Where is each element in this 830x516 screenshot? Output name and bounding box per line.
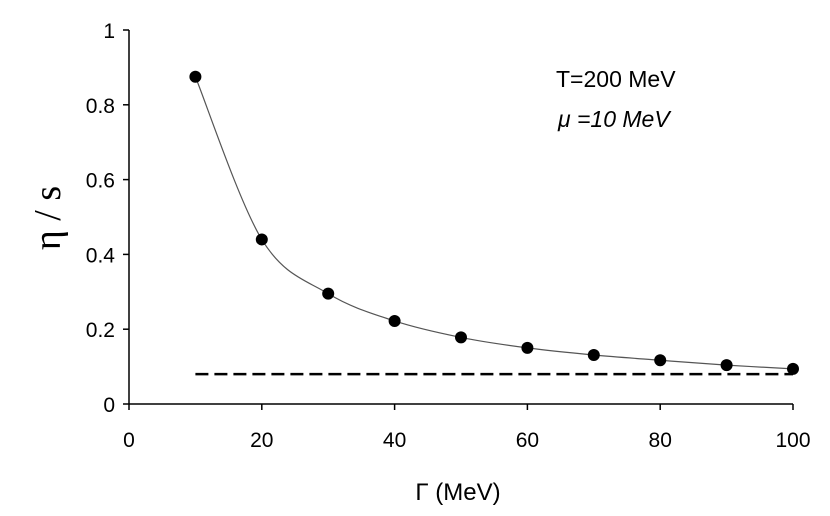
series-layer [189, 70, 799, 376]
y-tick-label: 0 [103, 394, 115, 417]
data-point [455, 331, 467, 344]
x-axis-title: Γ (MeV) [415, 479, 500, 506]
ticks: 0 20 40 60 80 100 0 0.2 0.4 0.6 0.8 1 [86, 20, 811, 452]
y-tick-label: 0.6 [86, 170, 115, 193]
data-point [521, 341, 534, 354]
annotation-temperature: T=200 MeV [556, 66, 676, 92]
y-tick-label: 0.8 [86, 95, 115, 118]
y-tick-label: 1 [103, 20, 115, 43]
data-point [388, 314, 401, 327]
data-point [255, 233, 268, 246]
data-point [654, 354, 667, 367]
x-tick-label: 40 [383, 429, 406, 452]
x-tick-label: 100 [775, 429, 810, 452]
fit-curve [194, 76, 794, 370]
y-tick-label: 0.2 [86, 319, 115, 342]
plot-area [128, 30, 793, 405]
annotation-chemical-potential: μ =10 MeV [557, 106, 672, 132]
data-point [720, 359, 733, 372]
data-point [587, 349, 600, 362]
data-point [322, 287, 335, 300]
y-tick-label: 0.4 [86, 244, 116, 267]
x-tick-label: 60 [516, 429, 539, 452]
y-axis-title: η / s [27, 186, 69, 250]
x-tick-label: 0 [123, 429, 135, 452]
x-tick-label: 20 [250, 429, 273, 452]
data-point [787, 362, 799, 375]
data-point [189, 70, 202, 83]
x-tick-label: 80 [649, 429, 672, 452]
